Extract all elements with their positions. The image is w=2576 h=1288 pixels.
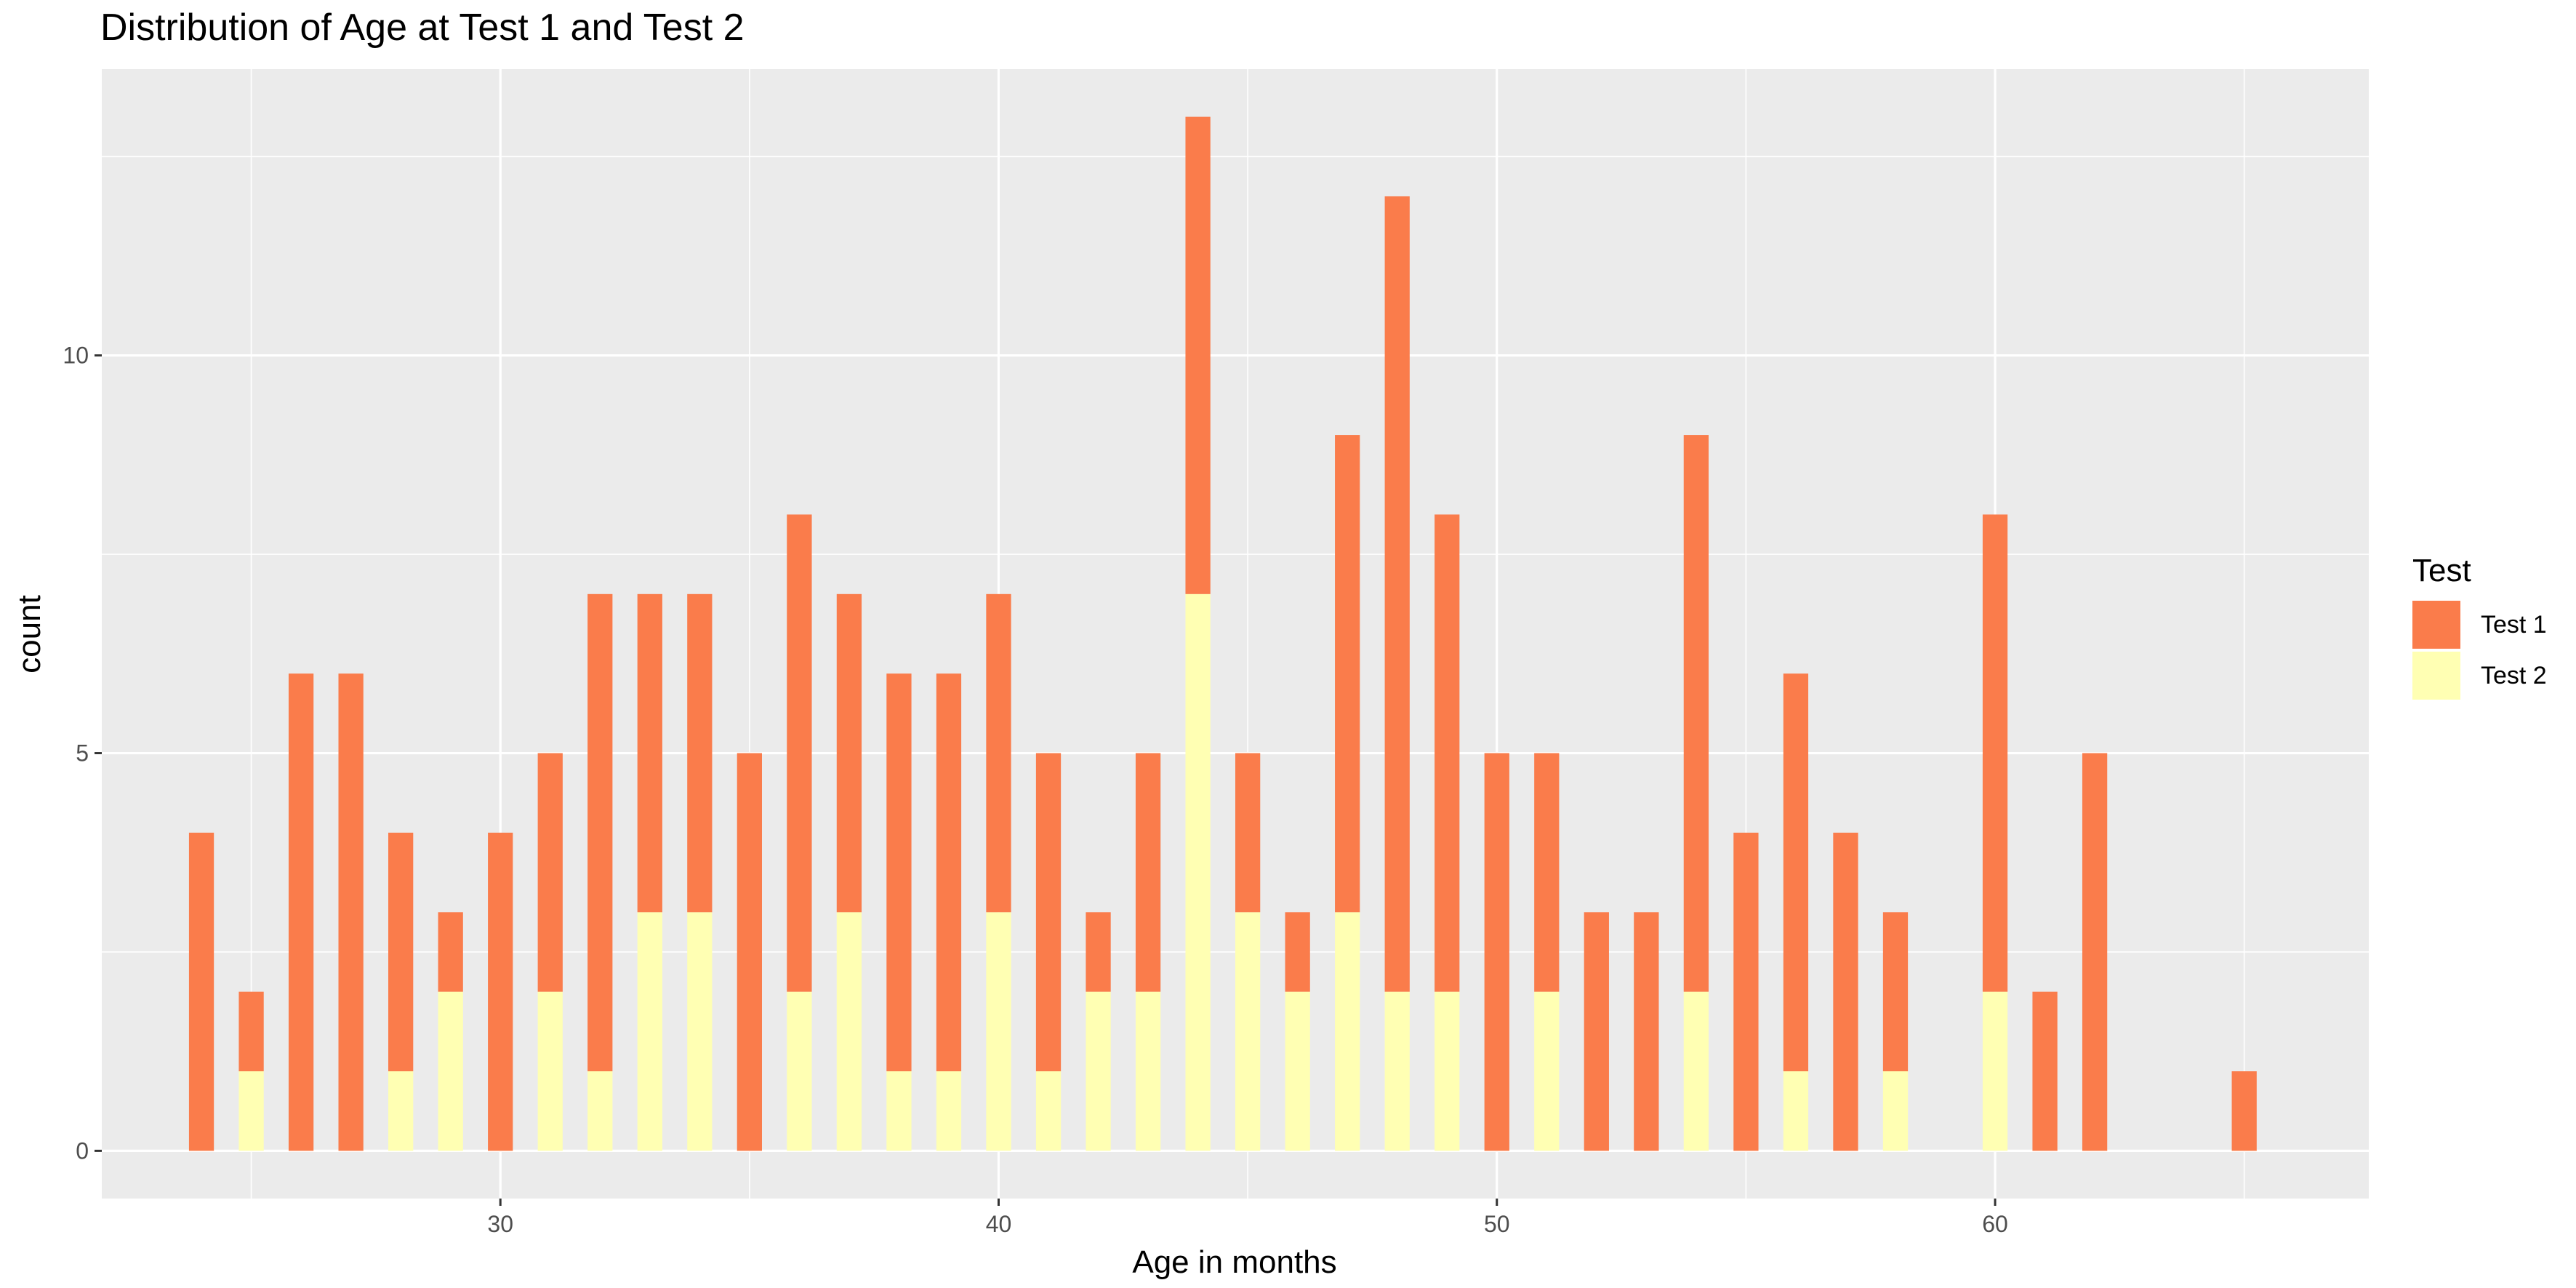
legend-key-test-2 — [2412, 652, 2460, 700]
bar-test-2 — [637, 912, 662, 1151]
bar-test-1 — [1982, 514, 2008, 992]
bar-test-1 — [188, 832, 214, 1151]
bar-test-1 — [886, 673, 912, 1072]
x-tick-label: 50 — [1484, 1211, 1510, 1237]
bar-test-2 — [1335, 912, 1360, 1151]
bar-test-2 — [587, 1071, 613, 1151]
bar-test-1 — [1733, 832, 1759, 1151]
bar-test-2 — [1435, 991, 1460, 1151]
bar-test-1 — [2231, 1071, 2257, 1151]
bar-test-2 — [388, 1071, 414, 1151]
bar-test-1 — [2032, 991, 2058, 1151]
bar-test-2 — [1683, 991, 1709, 1151]
bar-test-1 — [1882, 912, 1909, 1072]
bar-test-2 — [1285, 991, 1310, 1151]
bar-test-1 — [687, 593, 713, 913]
bar-test-2 — [787, 991, 812, 1151]
bar-test-1 — [288, 673, 314, 1151]
bar-test-2 — [238, 1071, 264, 1151]
bar-test-2 — [537, 991, 563, 1151]
bar-test-1 — [1534, 753, 1560, 992]
bar-test-1 — [1086, 912, 1111, 992]
bar-test-1 — [238, 991, 264, 1072]
legend-label-test-1: Test 1 — [2481, 610, 2547, 639]
bar-test-2 — [1982, 991, 2008, 1151]
x-tick-label: 30 — [487, 1211, 513, 1237]
bar-test-2 — [1882, 1071, 1909, 1151]
bar-test-1 — [986, 593, 1011, 913]
bar-test-1 — [1135, 753, 1161, 992]
bar-test-1 — [1833, 832, 1858, 1151]
legend-label-test-2: Test 2 — [2481, 661, 2547, 689]
bar-test-1 — [438, 912, 463, 992]
bar-test-2 — [986, 912, 1011, 1151]
legend-title: Test — [2412, 553, 2471, 588]
bar-test-1 — [737, 753, 762, 1151]
bar-test-1 — [338, 673, 364, 1151]
bar-test-1 — [2082, 753, 2108, 1151]
legend: Test Test 1 Test 2 — [2412, 553, 2547, 701]
bar-test-2 — [1235, 912, 1261, 1151]
bar-test-1 — [1035, 753, 1062, 1072]
bar-test-1 — [787, 514, 812, 992]
bar-test-1 — [537, 753, 563, 992]
y-tick-label: 5 — [76, 740, 89, 767]
bar-test-2 — [836, 912, 862, 1151]
bar-test-1 — [1235, 753, 1261, 913]
x-tick-label: 40 — [986, 1211, 1012, 1237]
bar-test-1 — [1683, 435, 1709, 992]
bar-test-1 — [1783, 673, 1809, 1072]
bar-test-1 — [836, 593, 862, 913]
bar-test-1 — [1634, 912, 1659, 1151]
x-tick-label: 60 — [1982, 1211, 2008, 1237]
bar-test-2 — [936, 1071, 962, 1151]
y-tick-label: 0 — [76, 1137, 89, 1164]
x-axis-title: Age in months — [1132, 1244, 1336, 1280]
bar-test-2 — [1035, 1071, 1062, 1151]
bar-test-1 — [1335, 435, 1360, 913]
bar-test-1 — [1435, 514, 1460, 992]
bar-test-2 — [1086, 991, 1111, 1151]
bar-test-1 — [637, 593, 662, 913]
bar-test-1 — [388, 832, 414, 1072]
legend-item-test-1: Test 1 — [2412, 599, 2547, 650]
bar-test-1 — [1185, 116, 1211, 594]
bar-test-1 — [1584, 912, 1609, 1151]
bar-test-2 — [886, 1071, 912, 1151]
bar-test-2 — [1185, 593, 1211, 1151]
legend-item-test-2: Test 2 — [2412, 650, 2547, 701]
bar-test-1 — [1384, 196, 1410, 992]
bar-test-1 — [936, 673, 962, 1072]
bar-test-2 — [687, 912, 713, 1151]
bar-test-2 — [1534, 991, 1560, 1151]
y-tick-label: 10 — [63, 343, 89, 369]
bar-test-2 — [1135, 991, 1161, 1151]
y-axis-title: count — [12, 595, 47, 673]
bar-test-2 — [438, 991, 463, 1151]
bar-test-1 — [1285, 912, 1310, 992]
bar-test-1 — [587, 593, 613, 1072]
bar-test-1 — [488, 832, 513, 1151]
bar-test-2 — [1384, 991, 1410, 1151]
bar-test-1 — [1484, 753, 1509, 1151]
bar-test-2 — [1783, 1071, 1809, 1151]
chart-title: Distribution of Age at Test 1 and Test 2 — [100, 7, 745, 49]
legend-key-test-1 — [2412, 601, 2460, 649]
